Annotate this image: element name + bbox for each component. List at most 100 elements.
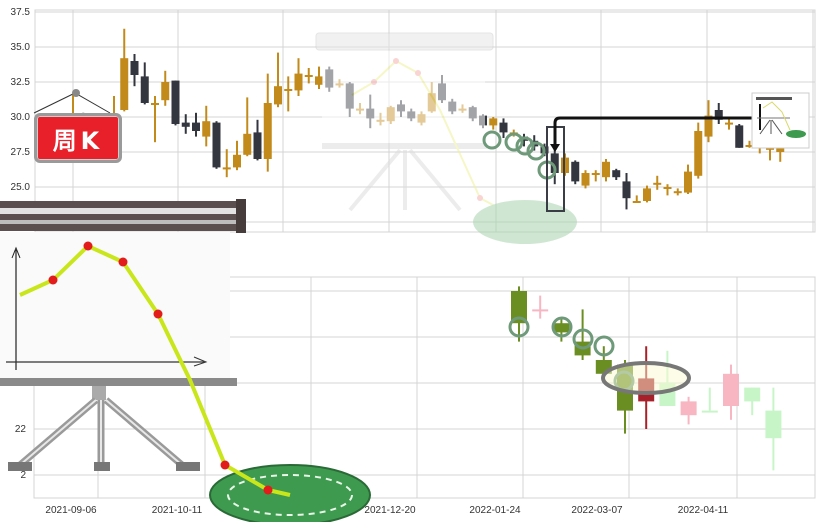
candle-body [294, 73, 303, 91]
candle-body [151, 103, 159, 105]
candle-body [511, 291, 527, 324]
y-tick-label: 25.0 [11, 182, 31, 193]
candle [602, 159, 610, 182]
candle [632, 195, 641, 203]
candle [511, 286, 527, 342]
candle-body [263, 103, 272, 159]
candle-body [735, 125, 744, 148]
candle [765, 387, 782, 471]
candle [684, 164, 692, 194]
candle-body [140, 76, 149, 103]
candle-body [550, 153, 559, 173]
candle-body [632, 201, 641, 203]
candle-body [253, 132, 262, 159]
candle [643, 185, 651, 203]
candle [243, 97, 252, 157]
candle [263, 73, 272, 172]
candle-body [694, 131, 703, 176]
faded-board-illustration [315, 32, 577, 244]
arrow-down-icon [550, 144, 560, 152]
badge-pin [72, 89, 80, 97]
candle-body [315, 76, 323, 85]
candle-body [532, 309, 549, 312]
candle-body [673, 191, 682, 194]
candle-body [581, 173, 590, 186]
candle-body [643, 188, 651, 201]
candle [130, 54, 139, 87]
candle [171, 80, 180, 126]
candle [489, 117, 498, 130]
candle [253, 119, 262, 161]
candle [663, 184, 672, 196]
candle-body [304, 75, 313, 77]
candle-body [765, 410, 782, 439]
candle [315, 66, 323, 89]
candle-body [744, 387, 761, 402]
candle-body [202, 121, 211, 137]
y-tick-label: 27.5 [11, 147, 31, 158]
candle [581, 170, 590, 189]
candle [161, 70, 170, 106]
candle [735, 124, 744, 148]
weekly-k-badge[interactable]: 周K [34, 113, 122, 163]
candle [591, 170, 600, 182]
bottom-y-axis: 222 [15, 424, 27, 481]
candle [222, 149, 231, 178]
candle [571, 160, 580, 185]
candle-body [233, 154, 241, 168]
candle-body [591, 173, 600, 175]
candle [612, 168, 621, 180]
candle [140, 62, 149, 105]
candle-body [701, 410, 718, 413]
x-tick-label: 2021-10-11 [152, 505, 203, 516]
y-tick-label: 2 [20, 470, 26, 481]
candle-body [663, 187, 672, 189]
candle-body [243, 133, 252, 155]
candle [192, 112, 200, 137]
candle [181, 114, 190, 134]
top-y-axis: 37.535.032.530.027.525.022.5 [11, 7, 31, 228]
bottom-plot-frame [33, 276, 816, 499]
candle [745, 140, 754, 148]
candle [704, 100, 713, 143]
candle [304, 68, 313, 84]
highlight-ellipse [601, 361, 691, 395]
candle [202, 105, 211, 147]
x-tick-label: 2022-03-07 [571, 505, 623, 516]
candle [725, 118, 733, 130]
candle [120, 28, 129, 112]
thumbnail-board-icon[interactable] [751, 92, 810, 149]
candle [294, 58, 303, 96]
candle [151, 96, 159, 143]
y-tick-label: 22 [15, 424, 27, 435]
candle-body [284, 89, 293, 91]
candle-body [212, 122, 221, 168]
range-bracket [546, 116, 752, 212]
candle [274, 52, 282, 108]
candle-body [120, 58, 129, 110]
candle-body [181, 122, 190, 127]
candle [284, 76, 293, 112]
candle [680, 396, 697, 425]
candle-body [489, 118, 498, 126]
candle-body [766, 147, 774, 150]
candle [212, 121, 221, 169]
candle-body [622, 181, 631, 199]
candle-body [161, 82, 170, 101]
x-tick-label: 2021-12-20 [364, 505, 416, 516]
candle [499, 118, 508, 138]
candle [744, 387, 761, 416]
y-tick-label: 32.5 [11, 77, 31, 88]
candle-body [745, 145, 754, 147]
x-tick-label: 2022-01-24 [469, 505, 521, 516]
candle [532, 295, 549, 319]
candle-body [222, 167, 231, 170]
x-tick-label: 2022-04-11 [678, 505, 729, 516]
candle-body [553, 323, 570, 333]
candle [723, 364, 739, 420]
candle [714, 103, 723, 124]
x-axis: 2021-09-06 2021-10-11 2021-12-20 2022-01-24… [45, 505, 728, 516]
candle-body [725, 122, 733, 125]
candle [653, 175, 662, 190]
